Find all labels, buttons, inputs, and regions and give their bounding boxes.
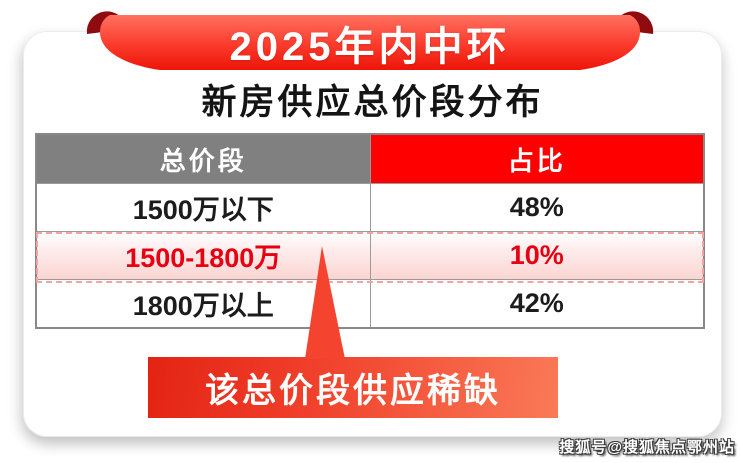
banner-title: 2025年内中环 xyxy=(229,24,511,69)
column-header-price-range: 总价段 xyxy=(37,135,370,183)
column-header-share: 占比 xyxy=(370,135,703,183)
scarcity-callout: 该总价段供应稀缺 xyxy=(148,357,558,418)
table-cell-range-row1: 1500万以下 xyxy=(37,184,370,231)
table-cell-range-row3: 1800万以上 xyxy=(37,280,370,327)
price-distribution-table: 总价段 占比 1500万以下 48% 1500-1800万 10% 1800万以… xyxy=(35,133,705,329)
table-cell-share-row1: 48% xyxy=(370,184,703,231)
page-title: 新房供应总价段分布 xyxy=(201,83,544,122)
ribbon-body xyxy=(100,15,640,70)
ribbon-banner-shape xyxy=(86,11,654,70)
table-cell-share-row3: 42% xyxy=(370,280,703,327)
watermark-text: 搜狐号@搜狐焦点鄂州站 xyxy=(559,439,735,456)
table-cell-range-row2-highlighted: 1500-1800万 xyxy=(37,232,370,279)
table-cell-share-row2-highlighted: 10% xyxy=(370,232,703,279)
